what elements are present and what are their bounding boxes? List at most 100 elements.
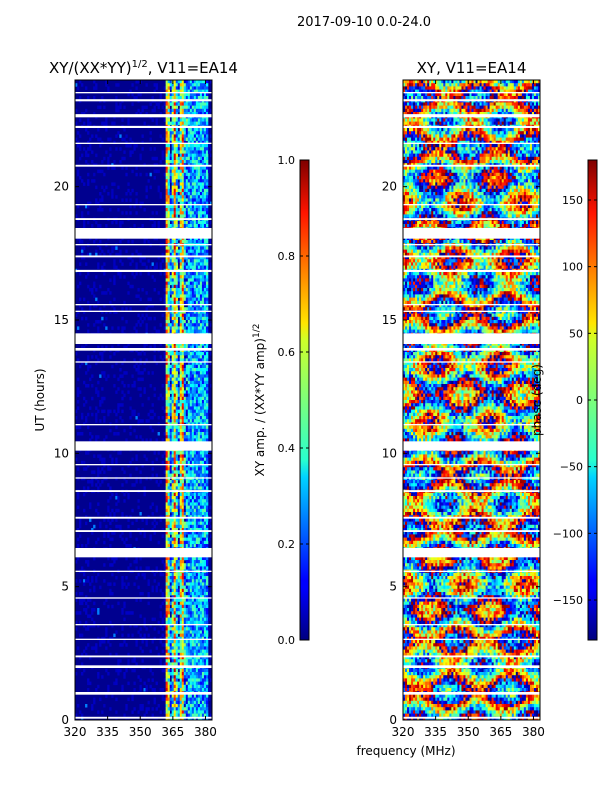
amplitude-cell	[197, 224, 201, 228]
amplitude-cell	[75, 409, 78, 414]
amplitude-cell	[87, 598, 90, 602]
amplitude-cell	[169, 342, 172, 346]
amplitude-cell	[179, 700, 183, 705]
amplitude-cell	[175, 297, 179, 302]
amplitude-cell	[175, 595, 179, 599]
amplitude-cell	[171, 556, 175, 561]
amplitude-cell	[193, 496, 197, 500]
amplitude-cell	[169, 188, 172, 193]
amplitude-cell	[151, 521, 154, 526]
amplitude-cell	[195, 528, 199, 532]
amplitude-cell	[131, 483, 134, 487]
amplitude-cell	[193, 355, 197, 359]
amplitude-cell	[153, 688, 156, 692]
amplitude-cell	[197, 668, 201, 673]
amplitude-cell	[175, 112, 179, 116]
amplitude-cell	[181, 364, 185, 369]
amplitude-cell	[187, 620, 191, 625]
amplitude-cell	[187, 521, 191, 526]
amplitude-cell	[133, 681, 136, 686]
amplitude-cell	[165, 310, 168, 314]
amplitude-cell	[175, 502, 179, 506]
amplitude-cell	[191, 624, 195, 628]
amplitude-cell	[111, 531, 114, 535]
amplitude-cell	[175, 492, 179, 497]
amplitude-cell	[171, 521, 175, 526]
amplitude-cell	[181, 588, 185, 593]
amplitude-cell	[197, 572, 201, 577]
amplitude-cell	[107, 508, 110, 513]
amplitude-cell	[193, 80, 197, 84]
amplitude-cell	[185, 601, 189, 606]
amplitude-cell	[167, 454, 170, 458]
amplitude-cell	[169, 86, 172, 90]
amplitude-cell	[173, 204, 177, 209]
amplitude-cell	[185, 505, 189, 510]
amplitude-cell	[193, 83, 197, 87]
amplitude-cell	[171, 531, 175, 535]
amplitude-cell	[137, 572, 140, 577]
amplitude-cell	[171, 480, 175, 484]
amplitude-cell	[167, 684, 170, 689]
amplitude-cell	[119, 259, 122, 263]
amplitude-cell	[193, 92, 197, 97]
amplitude-cell	[137, 675, 140, 679]
amplitude-cell	[141, 288, 144, 292]
amplitude-cell	[183, 438, 187, 442]
amplitude-cell	[179, 96, 183, 100]
amplitude-cell	[143, 620, 146, 625]
amplitude-cell	[139, 598, 142, 602]
amplitude-cell	[189, 185, 193, 190]
amplitude-cell	[199, 342, 203, 346]
amplitude-cell	[115, 652, 118, 657]
amplitude-cell	[95, 412, 98, 417]
amplitude-cell	[81, 214, 84, 218]
amplitude-cell	[183, 524, 187, 529]
amplitude-cell	[97, 390, 100, 394]
amplitude-cell	[179, 601, 183, 606]
amplitude-cell	[165, 160, 168, 164]
amplitude-cell	[185, 675, 189, 679]
amplitude-cell	[165, 102, 168, 106]
amplitude-cell	[183, 540, 187, 545]
amplitude-cell	[179, 672, 183, 676]
amplitude-cell	[165, 697, 168, 702]
amplitude-cell	[169, 96, 172, 100]
amplitude-cell	[175, 380, 179, 385]
amplitude-cell	[161, 643, 164, 647]
amplitude-cell	[163, 643, 166, 647]
amplitude-cell	[177, 150, 181, 154]
amplitude-cell	[155, 265, 158, 270]
amplitude-cell	[103, 419, 106, 423]
amplitude-cell	[95, 646, 98, 650]
amplitude-cell	[185, 150, 189, 154]
amplitude-cell	[183, 288, 187, 292]
amplitude-cell	[119, 451, 122, 455]
amplitude-cell	[197, 214, 201, 218]
amplitude-cell	[181, 358, 185, 362]
amplitude-cell	[87, 284, 90, 289]
amplitude-cell	[145, 710, 148, 714]
amplitude-cell	[159, 160, 162, 164]
amplitude-cell	[177, 416, 181, 420]
amplitude-cell	[153, 83, 156, 87]
amplitude-cell	[111, 246, 114, 250]
amplitude-cell	[171, 697, 175, 702]
amplitude-cell	[193, 160, 197, 164]
amplitude-cell	[167, 326, 170, 330]
amplitude-cell	[175, 579, 179, 583]
amplitude-cell	[197, 313, 201, 318]
amplitude-cell	[111, 345, 114, 350]
amplitude-cell	[115, 678, 118, 682]
amplitude-cell	[191, 214, 195, 218]
amplitude-cell	[183, 428, 187, 433]
amplitude-cell	[119, 105, 122, 110]
amplitude-cell	[197, 105, 201, 110]
amplitude-cell	[191, 531, 195, 535]
amplitude-cell	[91, 483, 94, 487]
amplitude-cell	[177, 172, 181, 177]
amplitude-cell	[187, 179, 191, 183]
amplitude-cell	[171, 643, 175, 647]
amplitude-cell	[199, 92, 203, 97]
amplitude-cell	[171, 134, 175, 138]
